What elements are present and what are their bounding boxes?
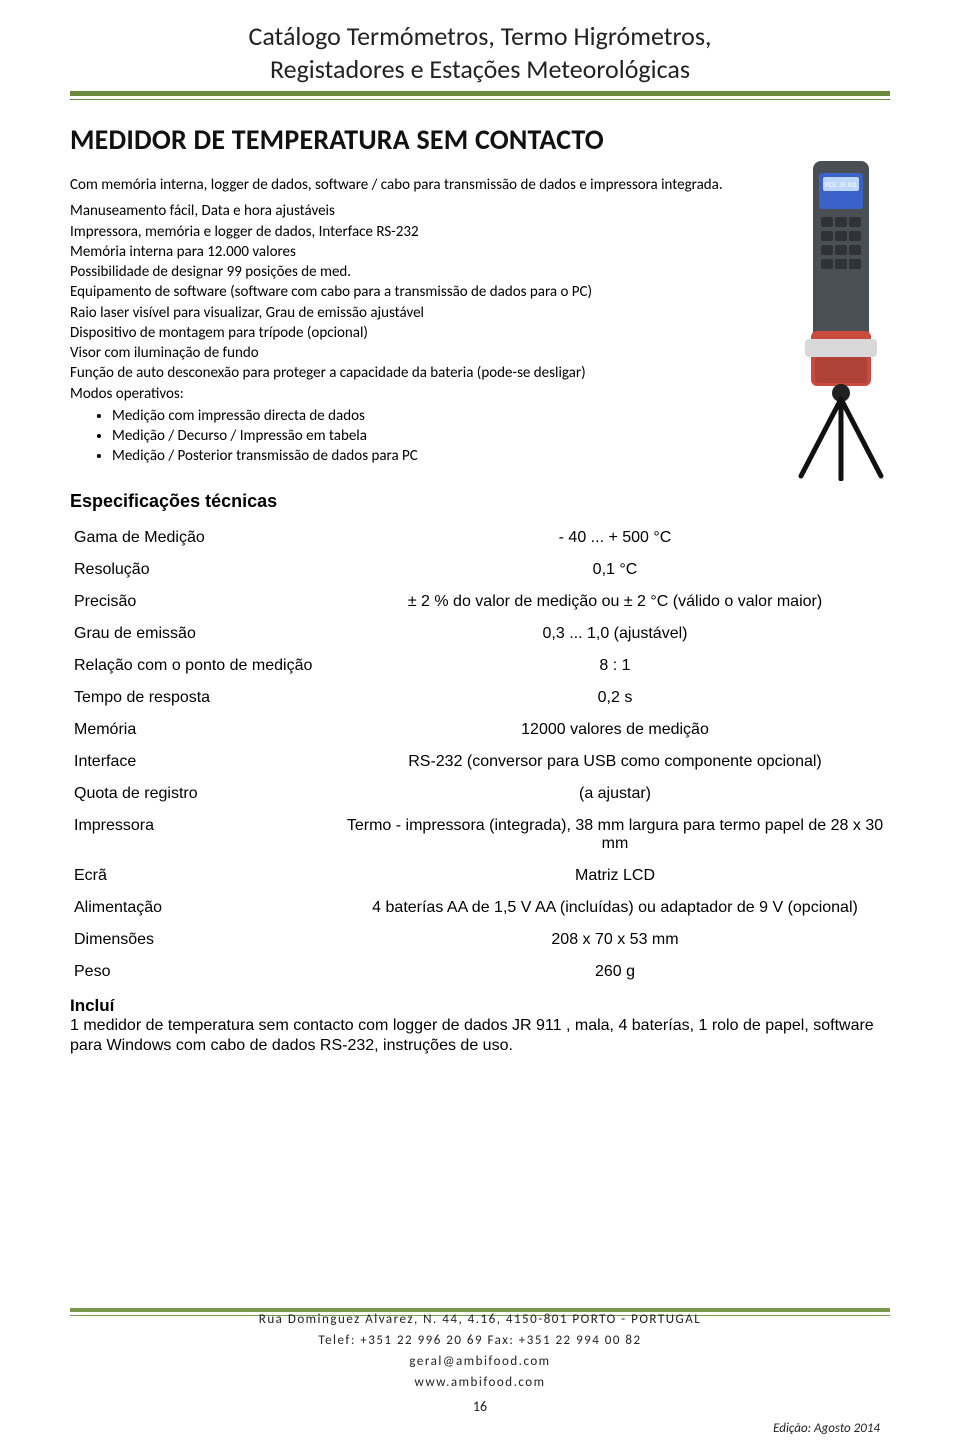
spec-label: Grau de emissão	[70, 618, 340, 650]
header-line2: Registadores e Estações Meteorológicas	[270, 53, 690, 85]
footer-web: www.ambifood.com	[0, 1373, 960, 1394]
spec-value: Matriz LCD	[340, 860, 890, 892]
spec-label: Peso	[70, 956, 340, 988]
feature-line: Raio laser visível para visualizar, Grau…	[70, 303, 760, 323]
spec-label: Precisão	[70, 586, 340, 618]
spec-value: 8 : 1	[340, 650, 890, 682]
feature-line: Possibilidade de designar 99 posições de…	[70, 262, 760, 282]
spec-label: Resolução	[70, 554, 340, 586]
spec-value: 260 g	[340, 956, 890, 988]
spec-value: 12000 valores de medição	[340, 714, 890, 746]
spec-value: 0,3 ... 1,0 (ajustável)	[340, 618, 890, 650]
spec-label: Gama de Medição	[70, 522, 340, 554]
spec-value: 208 x 70 x 53 mm	[340, 924, 890, 956]
feature-line: Memória interna para 12.000 valores	[70, 242, 760, 262]
spec-label: Alimentação	[70, 892, 340, 924]
table-row: Relação com o ponto de medição8 : 1	[70, 650, 890, 682]
body-wrap: Manuseamento fácil, Data e hora ajustáve…	[70, 201, 890, 466]
feature-line: Impressora, memória e logger de dados, I…	[70, 222, 760, 242]
intro-text: Com memória interna, logger de dados, so…	[70, 175, 890, 195]
spec-value: (a ajustar)	[340, 778, 890, 810]
table-row: Dimensões208 x 70 x 53 mm	[70, 924, 890, 956]
spec-label: Interface	[70, 746, 340, 778]
edition-label: Edição: Agosto 2014	[773, 1421, 880, 1436]
table-row: Alimentação4 baterías AA de 1,5 V AA (in…	[70, 892, 890, 924]
spec-value: 0,2 s	[340, 682, 890, 714]
spec-label: Impressora	[70, 810, 340, 860]
doc-header: Catálogo Termómetros, Termo Higrómetros,…	[70, 20, 890, 85]
svg-text:PCE JR 911: PCE JR 911	[825, 183, 858, 189]
spec-label: Tempo de resposta	[70, 682, 340, 714]
spec-heading: Especificações técnicas	[70, 491, 890, 512]
spec-value: 0,1 °C	[340, 554, 890, 586]
feature-line: Visor com iluminação de fundo	[70, 343, 760, 363]
feature-line: Manuseamento fácil, Data e hora ajustáve…	[70, 201, 760, 221]
includes-text: 1 medidor de temperatura sem contacto co…	[70, 1016, 890, 1058]
table-row: Quota de registro(a ajustar)	[70, 778, 890, 810]
spec-value: 4 baterías AA de 1,5 V AA (incluídas) ou…	[340, 892, 890, 924]
spec-table: Gama de Medição- 40 ... + 500 °C Resoluç…	[70, 522, 890, 988]
feature-lines: Manuseamento fácil, Data e hora ajustáve…	[70, 201, 760, 404]
header-rule	[70, 91, 890, 100]
footer-email: geral@ambifood.com	[0, 1352, 960, 1373]
spec-label: Ecrã	[70, 860, 340, 892]
spec-label: Memória	[70, 714, 340, 746]
spec-value: Termo - impressora (integrada), 38 mm la…	[340, 810, 890, 860]
product-image: PCE JR 911	[771, 161, 906, 481]
feature-line: Função de auto desconexão para proteger …	[70, 363, 760, 383]
spec-value: ± 2 % do valor de medição ou ± 2 °C (vál…	[340, 586, 890, 618]
footer-phone: Telef: +351 22 996 20 69 Fax: +351 22 99…	[0, 1331, 960, 1352]
table-row: Resolução0,1 °C	[70, 554, 890, 586]
footer-address: Rua Dominguez Alvarez, N. 44, 4.16, 4150…	[0, 1310, 960, 1331]
spec-label: Quota de registro	[70, 778, 340, 810]
mode-list: Medição com impressão directa de dados M…	[70, 406, 890, 467]
page-title: MEDIDOR DE TEMPERATURA SEM CONTACTO	[70, 122, 890, 157]
table-row: ImpressoraTermo - impressora (integrada)…	[70, 810, 890, 860]
feature-line: Modos operativos:	[70, 384, 760, 404]
feature-line: Equipamento de software (software com ca…	[70, 282, 760, 302]
table-row: Tempo de resposta0,2 s	[70, 682, 890, 714]
spec-value: RS-232 (conversor para USB como componen…	[340, 746, 890, 778]
table-row: Gama de Medição- 40 ... + 500 °C	[70, 522, 890, 554]
feature-line: Dispositivo de montagem para trípode (op…	[70, 323, 760, 343]
spec-label: Dimensões	[70, 924, 340, 956]
includes-heading: Incluí	[70, 996, 890, 1016]
table-row: Peso260 g	[70, 956, 890, 988]
table-row: Precisão± 2 % do valor de medição ou ± 2…	[70, 586, 890, 618]
page-number: 16	[0, 1396, 960, 1418]
table-row: InterfaceRS-232 (conversor para USB como…	[70, 746, 890, 778]
table-row: EcrãMatriz LCD	[70, 860, 890, 892]
table-row: Grau de emissão0,3 ... 1,0 (ajustável)	[70, 618, 890, 650]
table-row: Memória12000 valores de medição	[70, 714, 890, 746]
spec-label: Relação com o ponto de medição	[70, 650, 340, 682]
spec-value: - 40 ... + 500 °C	[340, 522, 890, 554]
header-line1: Catálogo Termómetros, Termo Higrómetros,	[248, 20, 711, 52]
footer: Rua Dominguez Alvarez, N. 44, 4.16, 4150…	[0, 1310, 960, 1418]
